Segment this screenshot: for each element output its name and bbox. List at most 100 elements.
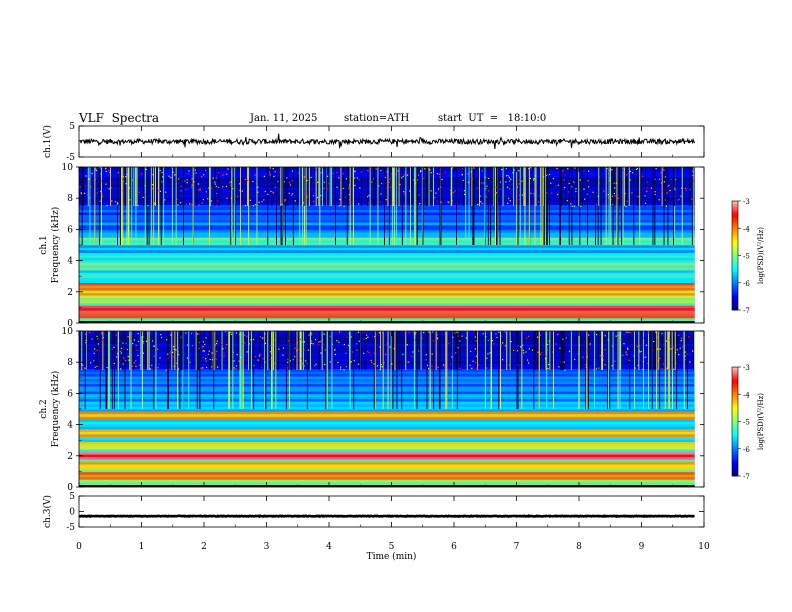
sferic-streak: [195, 331, 197, 370]
sferic-streak: [109, 331, 111, 409]
hiss-dot: [379, 346, 381, 348]
hiss-dot: [443, 364, 445, 366]
spectrogram-row: [79, 169, 695, 173]
sferic-streak: [234, 167, 236, 245]
sferic-streak: [578, 167, 580, 206]
sferic-streak: [141, 331, 143, 409]
hiss-dot: [585, 366, 588, 368]
hiss-dot: [185, 203, 187, 205]
colorbar-swatch: [732, 421, 738, 425]
sferic-streak: [579, 167, 581, 245]
sferic-streak: [651, 331, 653, 409]
hiss-dot: [516, 187, 518, 189]
spectrogram-row: [79, 312, 695, 316]
sferic-streak: [405, 167, 407, 245]
sferic-streak: [326, 331, 328, 370]
hiss-dot: [451, 200, 453, 202]
sferic-streak: [608, 331, 610, 409]
hiss-dot: [282, 354, 284, 356]
hiss-dot: [122, 363, 124, 365]
hiss-dot: [147, 205, 149, 207]
hiss-dot: [623, 343, 625, 345]
hiss-dot: [662, 167, 664, 169]
hiss-dot: [137, 354, 139, 356]
hiss-dot: [576, 368, 578, 370]
hiss-dot: [254, 204, 257, 206]
hiss-dot: [275, 186, 277, 188]
hiss-dot: [122, 190, 124, 192]
hiss-dot: [94, 179, 96, 181]
colorbar-tick-label: -5: [743, 419, 750, 427]
hiss-dot: [195, 172, 197, 174]
hiss-dot: [225, 347, 227, 349]
hiss-dot: [80, 193, 83, 195]
hiss-dot: [558, 366, 560, 368]
hiss-dot: [575, 188, 577, 190]
hiss-dot: [87, 193, 89, 196]
hiss-dot: [105, 183, 107, 185]
hiss-dot: [628, 331, 630, 333]
hiss-dot: [340, 366, 342, 368]
hiss-dot: [200, 367, 202, 369]
sferic-streak: [379, 167, 381, 206]
hiss-dot: [100, 180, 103, 182]
hiss-dot: [263, 199, 265, 201]
hiss-dot: [491, 367, 493, 369]
hiss-dot: [545, 355, 547, 357]
sferic-streak: [374, 331, 376, 409]
hiss-dot: [578, 199, 580, 201]
hiss-dot: [133, 362, 135, 364]
hiss-dot: [674, 188, 676, 191]
sferic-streak: [588, 331, 589, 409]
hiss-dot: [167, 353, 169, 355]
hiss-dot: [646, 181, 649, 183]
sferic-streak: [329, 167, 331, 206]
hiss-dot: [257, 191, 259, 193]
colorbar-swatch: [732, 266, 738, 270]
hiss-dot: [499, 181, 502, 183]
hiss-dot: [111, 200, 113, 202]
hiss-dot: [321, 198, 323, 200]
hiss-dot: [297, 348, 299, 351]
hiss-dot: [80, 192, 82, 194]
hiss-dot: [574, 167, 576, 169]
hiss-dot: [204, 343, 206, 346]
sferic-streak: [493, 167, 495, 206]
sferic-streak: [610, 167, 612, 206]
hiss-dot: [128, 359, 130, 361]
hiss-dot: [303, 349, 305, 352]
sferic-streak: [335, 167, 336, 245]
hiss-dot: [252, 180, 254, 183]
colorbar-swatch: [732, 296, 738, 300]
sferic-streak: [94, 167, 96, 245]
hiss-dot: [454, 205, 456, 207]
hiss-dot: [300, 358, 302, 360]
sferic-streak: [240, 331, 242, 409]
hiss-dot: [490, 345, 492, 347]
hiss-dot: [420, 170, 422, 172]
x-tick-label: 3: [264, 542, 270, 552]
hiss-dot: [415, 332, 417, 334]
hiss-dot: [601, 356, 603, 358]
spectrogram-row: [79, 250, 695, 253]
hiss-dot: [123, 357, 125, 359]
hiss-dot: [202, 367, 204, 369]
hiss-dot: [337, 361, 339, 364]
hiss-dot: [239, 189, 241, 192]
sferic-streak: [285, 331, 287, 409]
hiss-dot: [205, 169, 207, 171]
hiss-dot: [128, 187, 130, 189]
colorbar-swatch: [732, 402, 738, 406]
hiss-dot: [674, 352, 677, 354]
ch1-ytick-label: 0: [67, 319, 73, 329]
hiss-dot: [144, 194, 146, 196]
sferic-streak: [549, 331, 551, 370]
hiss-dot: [214, 181, 216, 183]
hiss-dot: [85, 175, 87, 177]
hiss-dot: [166, 339, 168, 341]
colorbar-label: log(PSD)(V²/Hz): [757, 227, 765, 284]
hiss-dot: [153, 202, 155, 204]
hiss-dot: [496, 336, 498, 339]
hiss-dot: [120, 347, 123, 349]
hiss-dot: [178, 354, 180, 356]
